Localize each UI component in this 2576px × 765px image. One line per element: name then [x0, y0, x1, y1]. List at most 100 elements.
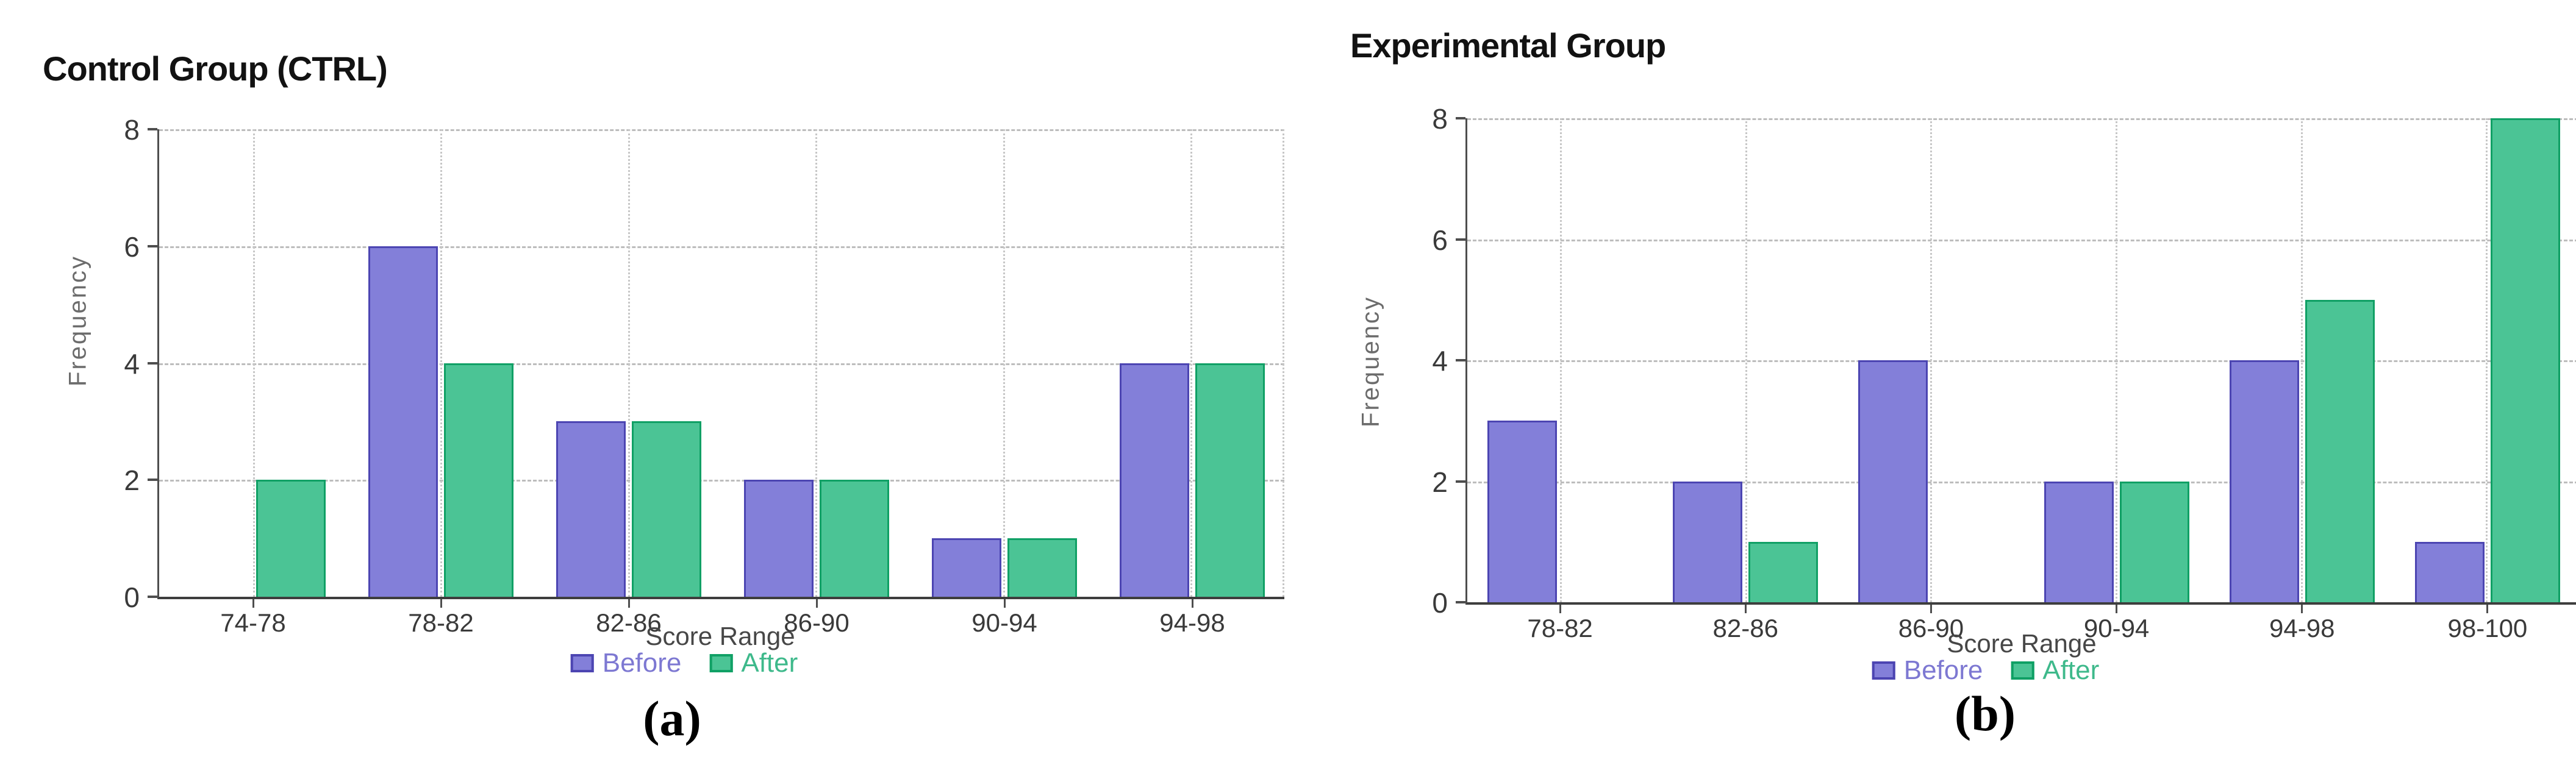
x-tick-label: 82-86 — [1712, 614, 1778, 642]
legend-swatch-after — [709, 654, 733, 672]
vertical-gridline — [815, 129, 818, 597]
bar-before-94-98 — [2229, 360, 2299, 602]
y-axis-tick — [148, 244, 157, 247]
y-tick-label: 8 — [124, 114, 140, 146]
bar-before-94-98 — [1120, 363, 1189, 597]
y-tick-label: 6 — [124, 230, 140, 263]
x-axis-label: Score Range — [645, 622, 795, 650]
horizontal-gridline-4 — [1467, 360, 2576, 362]
x-axis-tick — [2116, 605, 2118, 613]
bar-after-86-90 — [820, 480, 889, 597]
bar-after-94-98 — [2305, 299, 2375, 602]
y-tick-label: 4 — [124, 347, 140, 380]
legend-label: After — [2042, 655, 2100, 685]
x-tick-label: 74-78 — [220, 608, 286, 637]
bar-after-98-100 — [2490, 118, 2560, 602]
chart-title-control-group: Control Group (CTRL) — [43, 49, 388, 88]
vertical-gridline — [628, 129, 630, 597]
y-axis-label: Frequency — [1357, 296, 1384, 427]
vertical-gridline — [2486, 118, 2488, 602]
x-tick-label: 90-94 — [2083, 614, 2150, 642]
vertical-gridline — [2115, 118, 2117, 602]
horizontal-gridline-4 — [159, 363, 1284, 365]
plot-area-experimental-group: 0 2 4 6 8 78-82 82-86 86-90 90-94 94-98 98-100 — [1432, 105, 2576, 641]
vertical-gridline — [1745, 118, 1747, 602]
x-tick-label: 78-82 — [408, 608, 474, 637]
bar-before-90-94 — [2044, 481, 2114, 602]
x-tick-label: 82-86 — [596, 608, 662, 637]
vertical-gridline — [2300, 118, 2303, 602]
vertical-gridline — [440, 129, 443, 597]
legend-label: Before — [1903, 655, 1983, 685]
bar-before-78-82 — [1487, 421, 1558, 602]
subfigure-caption-b: (b) — [1954, 686, 2016, 741]
vertical-gridline — [1559, 118, 1562, 602]
bar-after-78-82 — [444, 363, 513, 597]
vertical-gridline — [1190, 129, 1193, 597]
legend-item-before: Before — [1872, 657, 1983, 684]
horizontal-gridline-2 — [159, 480, 1284, 482]
y-tick-label: 2 — [1432, 466, 1448, 498]
y-tick-label: 0 — [124, 582, 140, 613]
figure-panel-a: Control Group (CTRL) Frequency 0 2 4 6 8 74-7… — [24, 10, 1312, 765]
plot-right-edge-gridline — [1283, 129, 1284, 597]
y-tick-label: 2 — [124, 464, 140, 497]
legend-label: Before — [602, 648, 682, 678]
figure-panel-b: Experimental Group Frequency 0 2 4 6 8 78-82 8… — [1312, 10, 2576, 765]
y-axis-tick — [1456, 359, 1465, 361]
vertical-gridline — [1003, 129, 1005, 597]
legend-label: After — [741, 648, 798, 678]
y-tick-label: 4 — [1432, 345, 1448, 377]
bar-after-94-98 — [1195, 363, 1265, 597]
x-tick-label: 78-82 — [1527, 614, 1593, 642]
x-tick-label: 86-90 — [784, 608, 850, 637]
x-tick-label: 94-98 — [1159, 608, 1225, 637]
bar-before-98-100 — [2414, 541, 2485, 602]
legend-item-after: After — [2011, 657, 2099, 684]
horizontal-gridline-8 — [1467, 118, 2576, 120]
bar-before-82-86 — [556, 421, 626, 597]
x-axis-tick — [1003, 599, 1006, 608]
chart-title-experimental-group: Experimental Group — [1350, 26, 1666, 65]
x-axis-tick — [440, 599, 442, 608]
y-axis-tick — [1456, 601, 1465, 603]
legend: Before After — [1872, 657, 2099, 684]
x-tick-label: 86-90 — [1898, 614, 1964, 642]
x-axis-tick — [815, 599, 818, 608]
x-axis-tick — [2301, 605, 2303, 613]
y-tick-label: 8 — [1432, 103, 1448, 135]
vertical-gridline — [1930, 118, 1933, 602]
legend-item-before: Before — [570, 648, 682, 678]
x-axis-tick — [1744, 605, 1747, 613]
x-axis-tick — [628, 599, 630, 608]
bar-after-82-86 — [1748, 541, 1819, 602]
x-tick-label: 94-98 — [2269, 614, 2335, 642]
bar-before-82-86 — [1673, 481, 1743, 602]
y-axis-tick — [148, 361, 157, 365]
y-axis-tick — [148, 128, 157, 130]
legend: Before After — [570, 648, 798, 678]
x-tick-label: 90-94 — [971, 608, 1037, 637]
y-axis-tick — [1456, 238, 1465, 241]
plot-area-control-group: 0 2 4 6 8 74-78 78-82 82-86 86-90 90-94 94-98 — [124, 116, 1284, 636]
x-axis-tick — [1930, 605, 1932, 613]
legend-swatch-before — [1872, 661, 1895, 680]
x-axis-tick — [1559, 605, 1561, 613]
bar-before-86-90 — [1858, 360, 1928, 602]
x-tick-label: 98-100 — [2447, 614, 2528, 642]
y-axis-tick — [1456, 480, 1465, 483]
horizontal-gridline-8 — [159, 129, 1284, 131]
horizontal-gridline-6 — [1467, 239, 2576, 241]
y-tick-label: 6 — [1432, 224, 1448, 256]
bar-before-90-94 — [932, 538, 1001, 597]
subfigure-caption-a: (a) — [643, 691, 701, 746]
horizontal-gridline-2 — [1467, 481, 2576, 483]
y-axis-label: Frequency — [64, 255, 91, 386]
bar-after-90-94 — [2119, 481, 2189, 602]
y-axis-tick — [148, 596, 157, 598]
x-axis-tick — [2486, 605, 2489, 613]
legend-swatch-after — [2011, 661, 2034, 680]
bar-after-74-78 — [256, 480, 326, 597]
legend-item-after: After — [709, 650, 798, 677]
x-axis-tick — [252, 599, 254, 608]
